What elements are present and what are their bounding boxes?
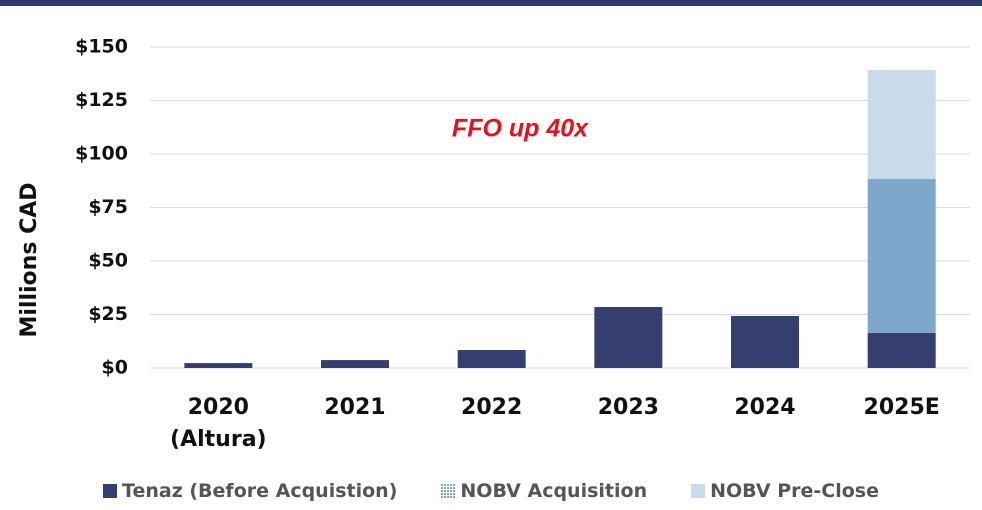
x-tick-label: 2024 [734,395,796,420]
annotation: FFO up 40x [452,115,589,143]
legend-swatch [103,484,118,498]
y-tick-label: $125 [75,89,128,111]
legend-label: NOBV Pre-Close [710,480,879,502]
bar [457,350,526,368]
bar [867,179,936,333]
legend-item: Tenaz (Before Acquistion) [103,480,397,502]
y-tick-label: $100 [75,143,128,165]
bar [867,69,936,180]
legend-label: NOBV Acquisition [460,480,648,502]
legend-item: NOBV Acquisition [441,480,647,502]
bar [867,332,936,368]
bar [184,363,253,368]
legend-swatch [691,484,706,498]
y-tick-label: $75 [88,196,128,218]
legend-label: Tenaz (Before Acquistion) [122,480,398,502]
x-tick-label: 2023 [597,395,659,420]
x-tick-label: 2022 [461,395,523,420]
bar [731,315,799,368]
top-rule [0,0,982,6]
bar [594,307,663,368]
x-tick-label: 2025E [863,395,940,420]
x-tick-label: 2021 [324,395,386,420]
y-tick-label: $0 [102,357,128,379]
y-axis-title: Millions CAD [17,182,42,337]
y-tick-label: $50 [88,250,128,272]
bar [321,360,389,368]
legend-swatch [441,484,456,498]
legend: Tenaz (Before Acquistion) NOBV Acquisitio… [0,480,982,502]
y-tick-label: $25 [88,303,128,325]
legend-item: NOBV Pre-Close [691,480,879,502]
x-tick-label: 2020 (Altura) [170,395,267,452]
y-tick-label: $150 [75,36,128,58]
